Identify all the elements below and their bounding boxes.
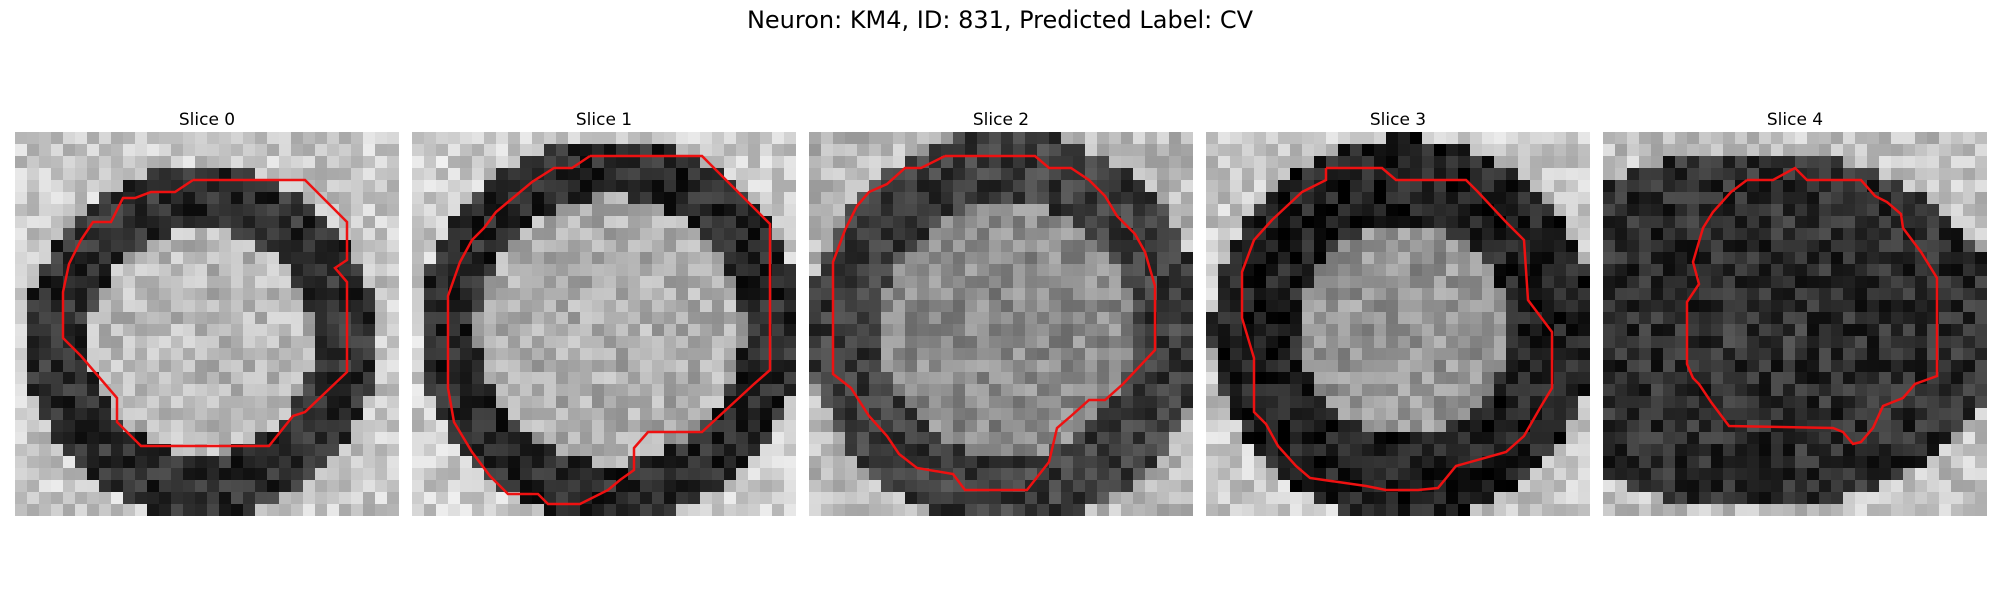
slice-image-0 [15, 132, 399, 516]
slice-contour-4 [1685, 166, 1939, 446]
slice-title-3: Slice 3 [1369, 110, 1427, 130]
slice-title-4: Slice 4 [1766, 110, 1824, 130]
slice-image-1 [412, 132, 796, 516]
slice-panel-2: Slice 2 [809, 108, 1193, 516]
slice-title-1: Slice 1 [575, 110, 633, 130]
slice-contour-1 [446, 154, 772, 506]
slice-contour-3 [1240, 166, 1554, 492]
slice-panel-0: Slice 0 [15, 108, 399, 516]
slice-title-0: Slice 0 [178, 110, 236, 130]
slice-image-4 [1603, 132, 1987, 516]
slice-contour-2 [831, 154, 1157, 492]
slice-panel-1: Slice 1 [412, 108, 796, 516]
slice-title-2: Slice 2 [972, 110, 1030, 130]
slice-image-3 [1206, 132, 1590, 516]
slice-panel-3: Slice 3 [1206, 108, 1590, 516]
figure-title: Neuron: KM4, ID: 831, Predicted Label: C… [746, 6, 1254, 34]
slice-panel-4: Slice 4 [1603, 108, 1987, 516]
slice-contour-0 [61, 178, 349, 448]
slice-image-2 [809, 132, 1193, 516]
